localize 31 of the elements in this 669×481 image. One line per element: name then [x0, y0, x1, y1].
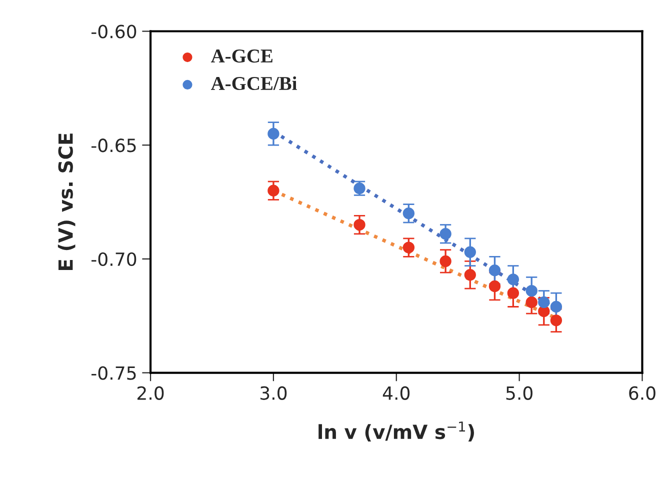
point — [488, 280, 501, 292]
y-tick-label: -0.75 — [92, 366, 136, 380]
x-tick-label: 3.0 — [260, 386, 287, 400]
point — [488, 264, 501, 276]
point — [440, 255, 452, 268]
point — [268, 128, 280, 140]
y-axis-title: E (V) vs. SCE — [58, 134, 76, 270]
point — [268, 184, 280, 196]
point — [464, 246, 476, 258]
point — [507, 274, 520, 286]
x-tick-label: 5.0 — [506, 386, 532, 400]
point — [354, 218, 366, 231]
y-tick-label: -0.65 — [92, 138, 136, 152]
point — [550, 314, 562, 326]
point — [526, 284, 538, 297]
point — [538, 296, 550, 308]
x-tick-label: 6.0 — [629, 386, 656, 400]
point — [507, 287, 520, 299]
legend-label: A-GCE/Bi — [210, 76, 297, 90]
x-tick-label: 2.0 — [137, 386, 164, 400]
point — [526, 296, 538, 308]
legend-label: A-GCE — [210, 50, 272, 63]
y-tick-label: -0.70 — [92, 252, 136, 266]
point — [402, 208, 415, 220]
point — [402, 242, 415, 254]
point — [464, 269, 476, 281]
point — [440, 228, 452, 240]
x-axis-title: ln v (v/mV s$^{−1}$) — [318, 422, 474, 442]
y-tick-label: -0.60 — [92, 24, 136, 38]
x-tick-label: 4.0 — [382, 386, 410, 400]
point — [550, 300, 562, 313]
